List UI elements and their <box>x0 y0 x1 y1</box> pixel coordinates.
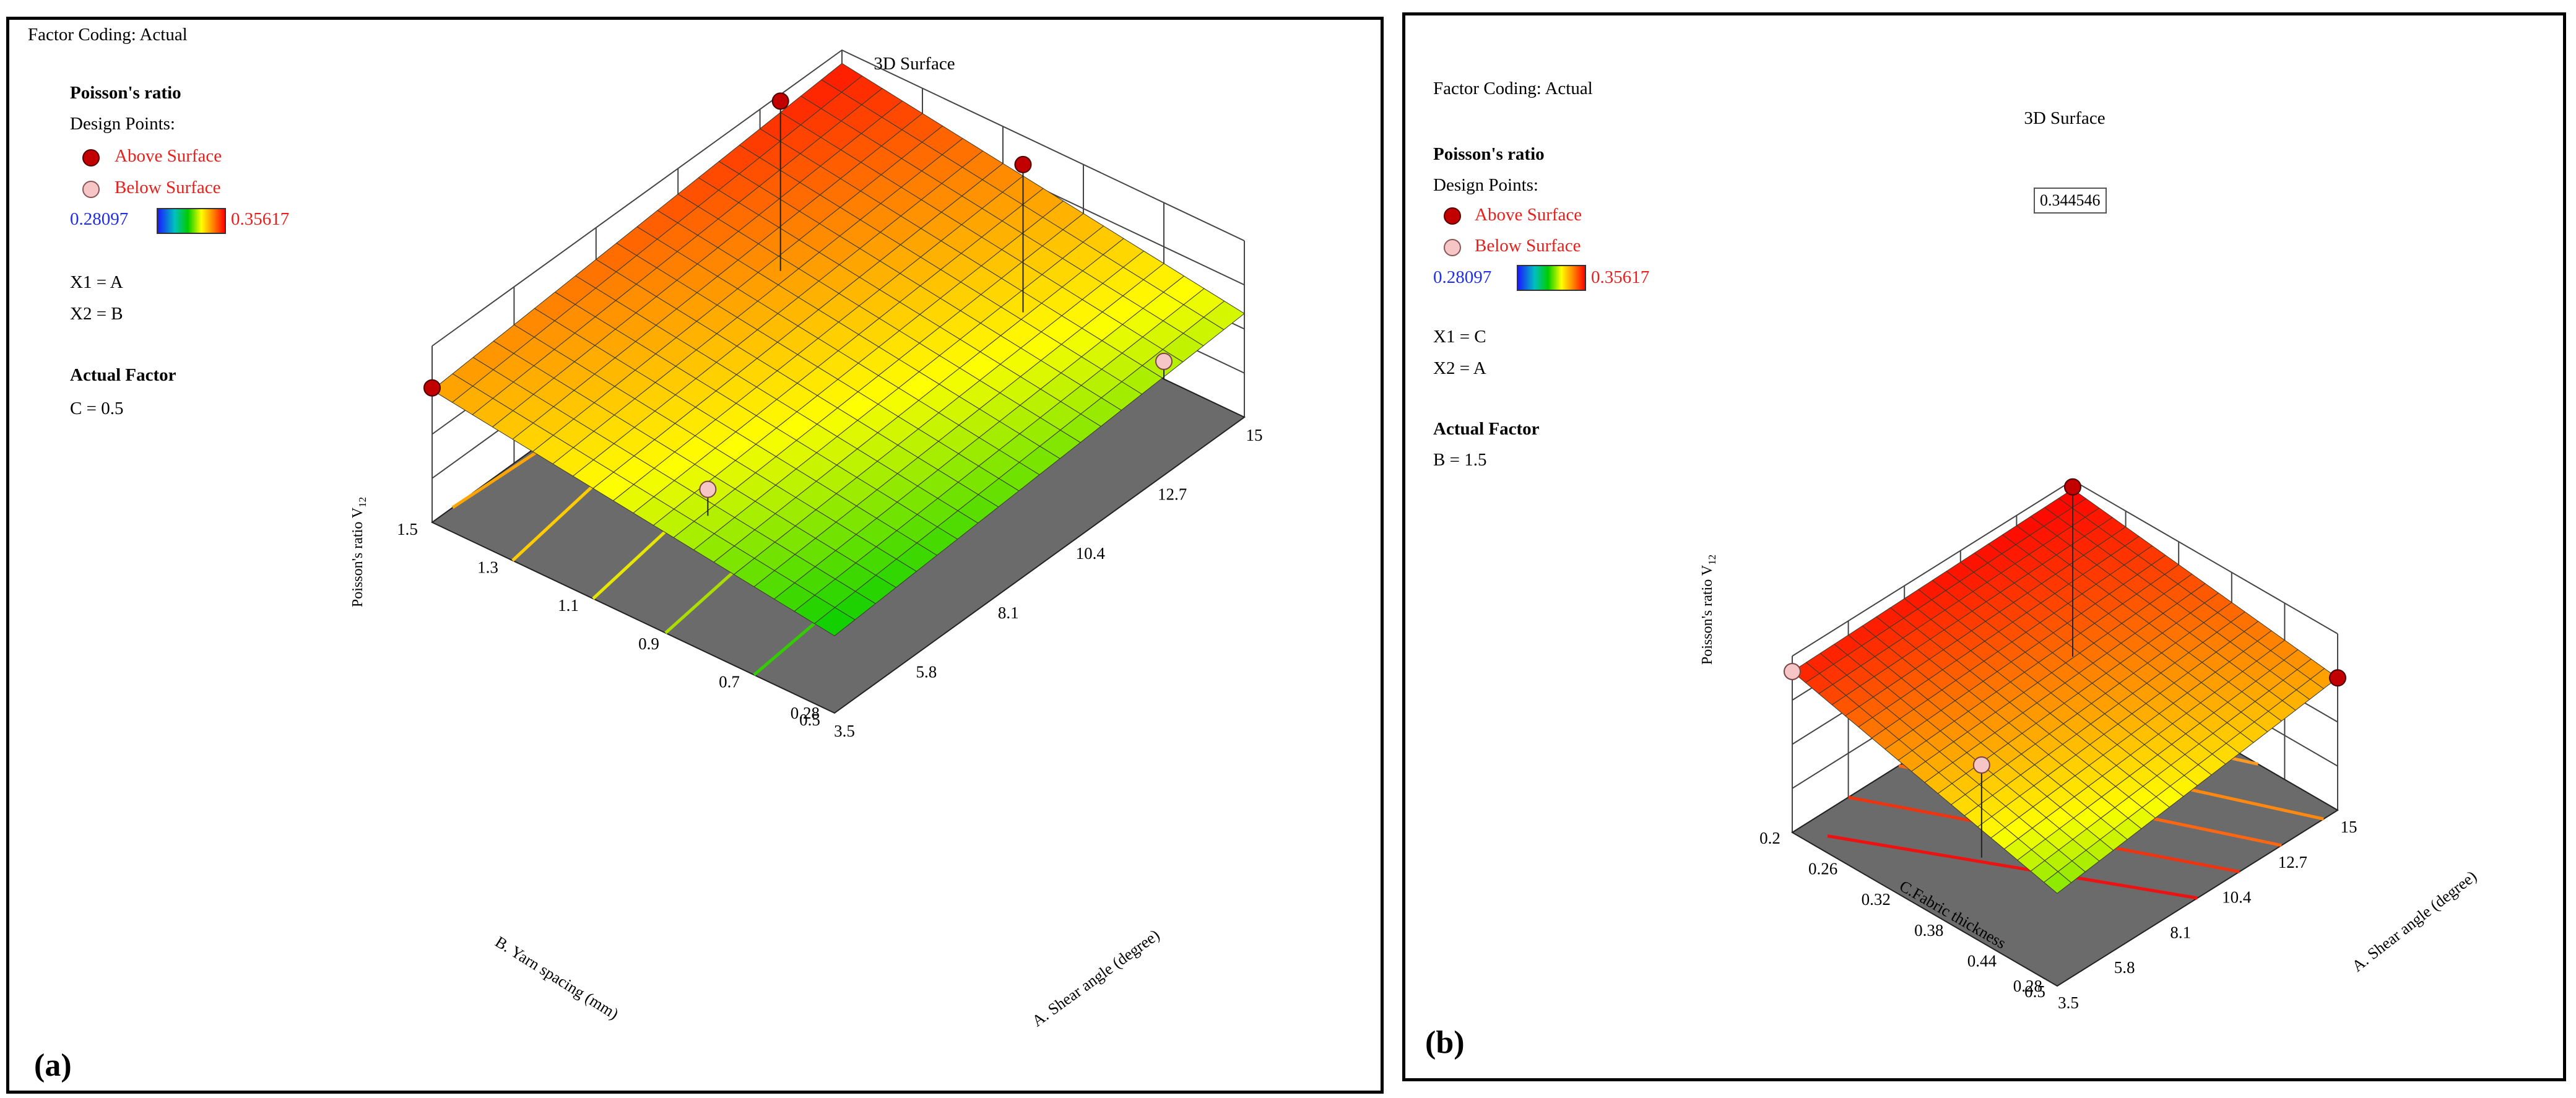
design-point-above <box>2329 669 2346 687</box>
contour-line <box>1827 834 2198 900</box>
y-tick-label: 1.1 <box>558 596 579 615</box>
x-axis-title: A. Shear angle (degree) <box>2349 867 2480 975</box>
x-tick-label: 5.8 <box>916 662 937 681</box>
x-axis-title: A. Shear angle (degree) <box>1029 926 1163 1031</box>
design-point-below <box>699 480 717 498</box>
x1-factor: X1 = A <box>70 272 123 292</box>
y-tick-label: 1.5 <box>397 520 418 538</box>
design-point-above <box>2064 478 2081 496</box>
x-tick-label: 10.4 <box>2222 888 2252 907</box>
z-tick-label: 0.28 <box>2013 977 2042 995</box>
above-surface-label: Above Surface <box>1475 205 1582 225</box>
z-axis-title: Poisson's ratio V12 <box>1699 555 1718 665</box>
x-tick-label: 3.5 <box>2058 993 2079 1012</box>
panel-label: (a) <box>34 1048 72 1083</box>
z-axis-title: Poisson's ratio V12 <box>350 497 368 607</box>
x2-factor: X2 = B <box>70 304 123 324</box>
factor-coding: Factor Coding: Actual <box>1433 79 1593 98</box>
design-point-above <box>1014 155 1032 173</box>
y-axis-title: B. Yarn spacing (mm) <box>492 933 622 1023</box>
above-surface-label: Above Surface <box>115 146 222 166</box>
x-tick-label: 8.1 <box>2170 923 2191 941</box>
plot-title: 3D Surface <box>2024 108 2105 128</box>
surface-cell <box>821 63 863 93</box>
x1-factor: X1 = C <box>1433 327 1486 347</box>
colorbar-max: 0.35617 <box>231 209 290 229</box>
x-tick-label: 8.1 <box>998 603 1019 622</box>
y-tick-label: 1.3 <box>477 558 498 577</box>
y-tick-label: 0.32 <box>1862 890 1891 909</box>
actual-factor-title: Actual Factor <box>1433 419 1540 439</box>
colorbar-min: 0.28097 <box>1433 267 1492 287</box>
below-surface-marker <box>82 181 100 198</box>
actual-factor-value: B = 1.5 <box>1433 450 1487 470</box>
actual-factor-title: Actual Factor <box>70 365 176 385</box>
y-tick-label: 0.26 <box>1808 860 1837 878</box>
factor-coding: Factor Coding: Actual <box>28 25 188 45</box>
design-points-label: Design Points: <box>1433 175 1538 195</box>
actual-factor-value: C = 0.5 <box>70 399 124 418</box>
design-point-above <box>423 379 441 397</box>
below-surface-label: Below Surface <box>1475 236 1581 256</box>
panel-label: (b) <box>1425 1025 1465 1060</box>
response-title: Poisson's ratio <box>70 83 181 103</box>
surface-plot-b: 0.280.30.320.340.363.55.88.110.412.7150.… <box>1699 108 2480 1012</box>
y-tick-label: 0.44 <box>1967 951 1997 970</box>
y-tick-label: 0.5 <box>799 711 820 729</box>
panel-a: 0.280.30.320.340.363.55.88.110.412.7150.… <box>6 17 1384 1094</box>
y-tick-label: 0.2 <box>1759 829 1780 847</box>
design-point-below <box>1972 756 1990 774</box>
z-tick-label: 0.28 <box>791 704 820 722</box>
design-point-above <box>771 92 789 110</box>
below-surface-marker <box>1444 239 1461 256</box>
x-tick-label: 15 <box>1246 426 1263 444</box>
panel-b: 0.280.30.320.340.363.55.88.110.412.7150.… <box>1402 12 2566 1081</box>
colorbar <box>157 208 226 234</box>
y-tick-label: 0.5 <box>2024 982 2045 1001</box>
y-tick-label: 0.38 <box>1914 921 1943 940</box>
design-point-below <box>1784 662 1801 680</box>
value-flag: 0.344546 <box>2034 188 2107 214</box>
y-tick-label: 0.9 <box>638 634 659 653</box>
above-surface-marker <box>1444 207 1461 225</box>
x2-factor: X2 = A <box>1433 358 1486 378</box>
grid-line <box>432 49 1245 347</box>
above-surface-marker <box>82 149 100 166</box>
x-tick-label: 12.7 <box>1158 485 1187 504</box>
design-point-below <box>1155 352 1173 370</box>
y-tick-label: 0.7 <box>719 672 740 691</box>
response-title: Poisson's ratio <box>1433 144 1545 164</box>
colorbar <box>1517 265 1586 291</box>
x-tick-label: 15 <box>2341 818 2357 836</box>
below-surface-label: Below Surface <box>115 178 221 197</box>
x-tick-label: 5.8 <box>2114 958 2135 977</box>
colorbar-min: 0.28097 <box>70 209 129 229</box>
design-points-label: Design Points: <box>70 114 175 134</box>
colorbar-max: 0.35617 <box>1591 267 1650 287</box>
x-tick-label: 10.4 <box>1076 544 1106 563</box>
x-tick-label: 3.5 <box>834 722 855 740</box>
x-tick-label: 12.7 <box>2278 853 2307 871</box>
plot-title: 3D Surface <box>874 54 955 74</box>
surface-plot-a: 0.280.30.320.340.363.55.88.110.412.7150.… <box>350 49 1263 1031</box>
